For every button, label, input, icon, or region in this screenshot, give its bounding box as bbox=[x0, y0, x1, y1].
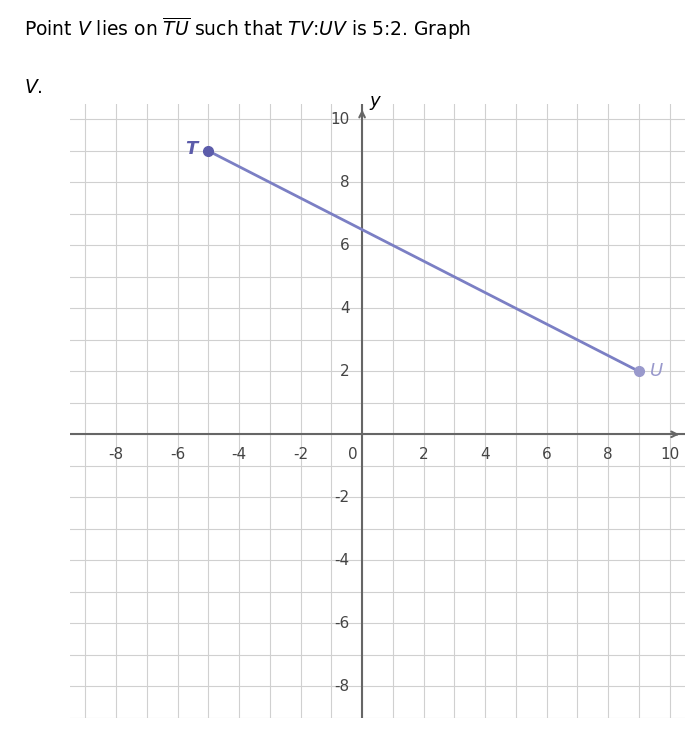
Text: -6: -6 bbox=[170, 447, 185, 462]
Text: 4: 4 bbox=[340, 301, 350, 316]
Text: 6: 6 bbox=[340, 238, 350, 253]
Text: U: U bbox=[649, 363, 663, 380]
Text: -8: -8 bbox=[335, 679, 350, 694]
Text: T: T bbox=[185, 141, 198, 158]
Text: 8: 8 bbox=[340, 175, 350, 190]
Text: 10: 10 bbox=[331, 112, 350, 127]
Text: -2: -2 bbox=[293, 447, 308, 462]
Text: 8: 8 bbox=[603, 447, 613, 462]
Text: -8: -8 bbox=[108, 447, 124, 462]
Text: -4: -4 bbox=[231, 447, 247, 462]
Text: y: y bbox=[370, 92, 380, 110]
Text: $\it{V}$.: $\it{V}$. bbox=[24, 78, 43, 97]
Text: -2: -2 bbox=[335, 490, 350, 505]
Text: -6: -6 bbox=[335, 616, 350, 630]
Text: 10: 10 bbox=[660, 447, 679, 462]
Text: 6: 6 bbox=[542, 447, 552, 462]
Text: Point $\it{V}$ lies on $\overline{\it{TU}}$ such that $\it{TV}$:$\it{UV}$ is 5:2: Point $\it{V}$ lies on $\overline{\it{TU… bbox=[24, 16, 472, 42]
Text: 4: 4 bbox=[480, 447, 490, 462]
Text: -4: -4 bbox=[335, 553, 350, 568]
Text: 2: 2 bbox=[419, 447, 428, 462]
Text: 0: 0 bbox=[348, 447, 357, 462]
Text: 2: 2 bbox=[340, 364, 350, 379]
